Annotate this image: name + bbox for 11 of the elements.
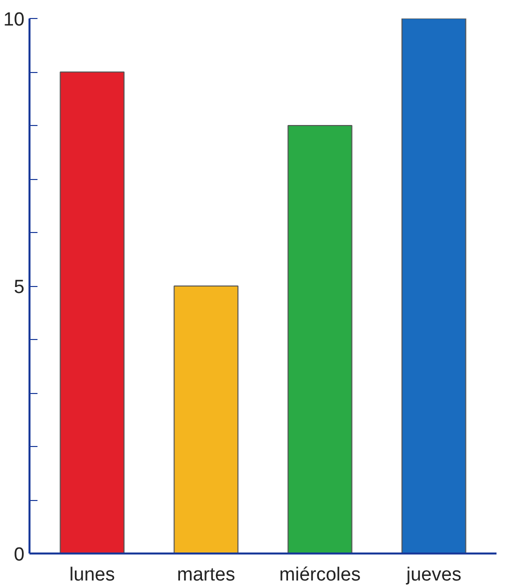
bar — [288, 125, 352, 554]
y-tick-label: 10 — [3, 10, 25, 30]
bar — [401, 18, 466, 554]
x-tick-label: lunes — [69, 564, 115, 586]
bar — [60, 72, 125, 554]
bar — [174, 286, 238, 554]
x-tick-label: jueves — [405, 564, 462, 586]
x-tick-label: martes — [177, 564, 236, 586]
y-tick-label: 0 — [14, 544, 25, 566]
x-tick-label: miércoles — [279, 564, 361, 586]
y-tick-label: 5 — [14, 277, 25, 298]
